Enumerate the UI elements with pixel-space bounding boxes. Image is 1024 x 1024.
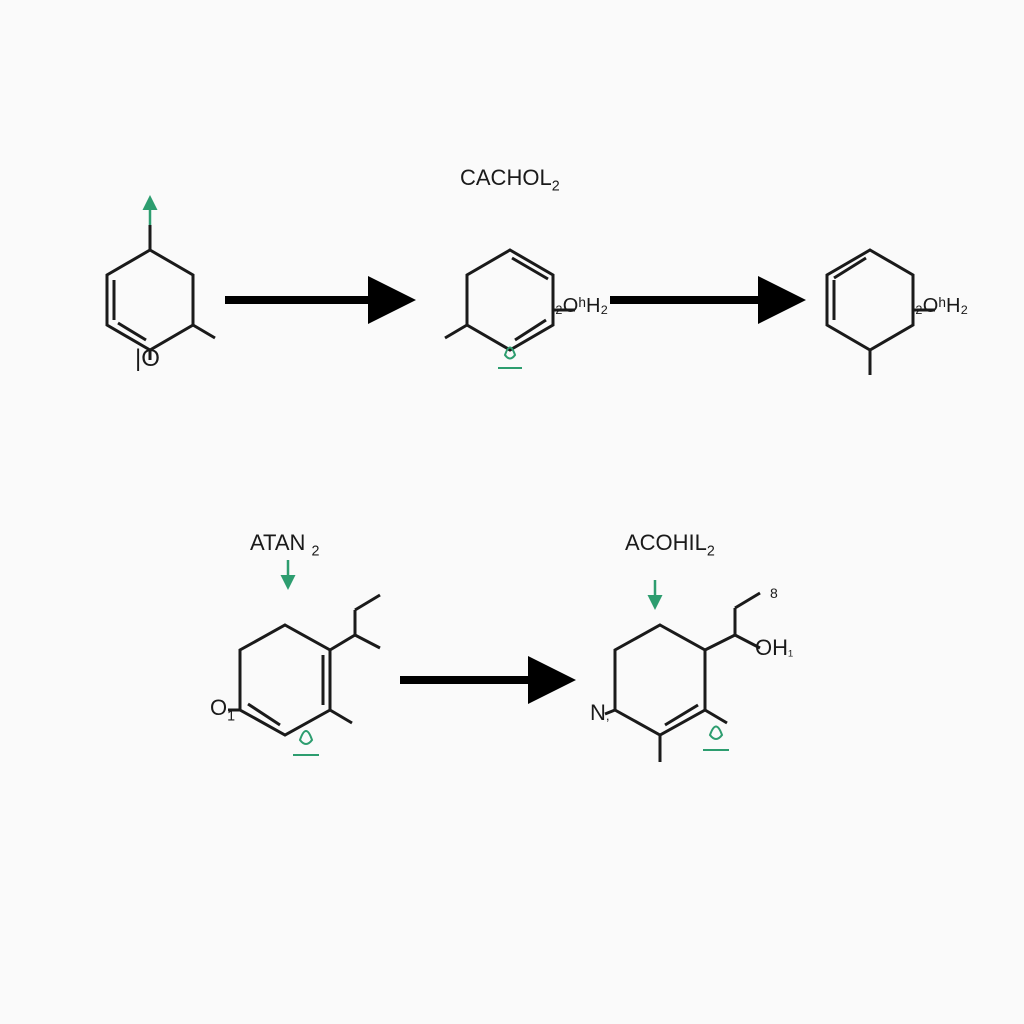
mol5-flame-icon xyxy=(703,727,729,751)
mol3-ring xyxy=(827,250,935,375)
mol1-ring xyxy=(107,225,215,360)
diagram-canvas: CACHOL2 |O ₂OʰH₂ ₂OʰH₂ ATAN 2 ACOHIL2 O1… xyxy=(0,0,1024,1024)
mol2-ring xyxy=(445,250,575,350)
diagram-svg xyxy=(0,0,1024,1024)
mol4-ring xyxy=(228,595,380,735)
mol4-flame-icon xyxy=(293,731,319,755)
mol5-ring xyxy=(605,593,760,762)
